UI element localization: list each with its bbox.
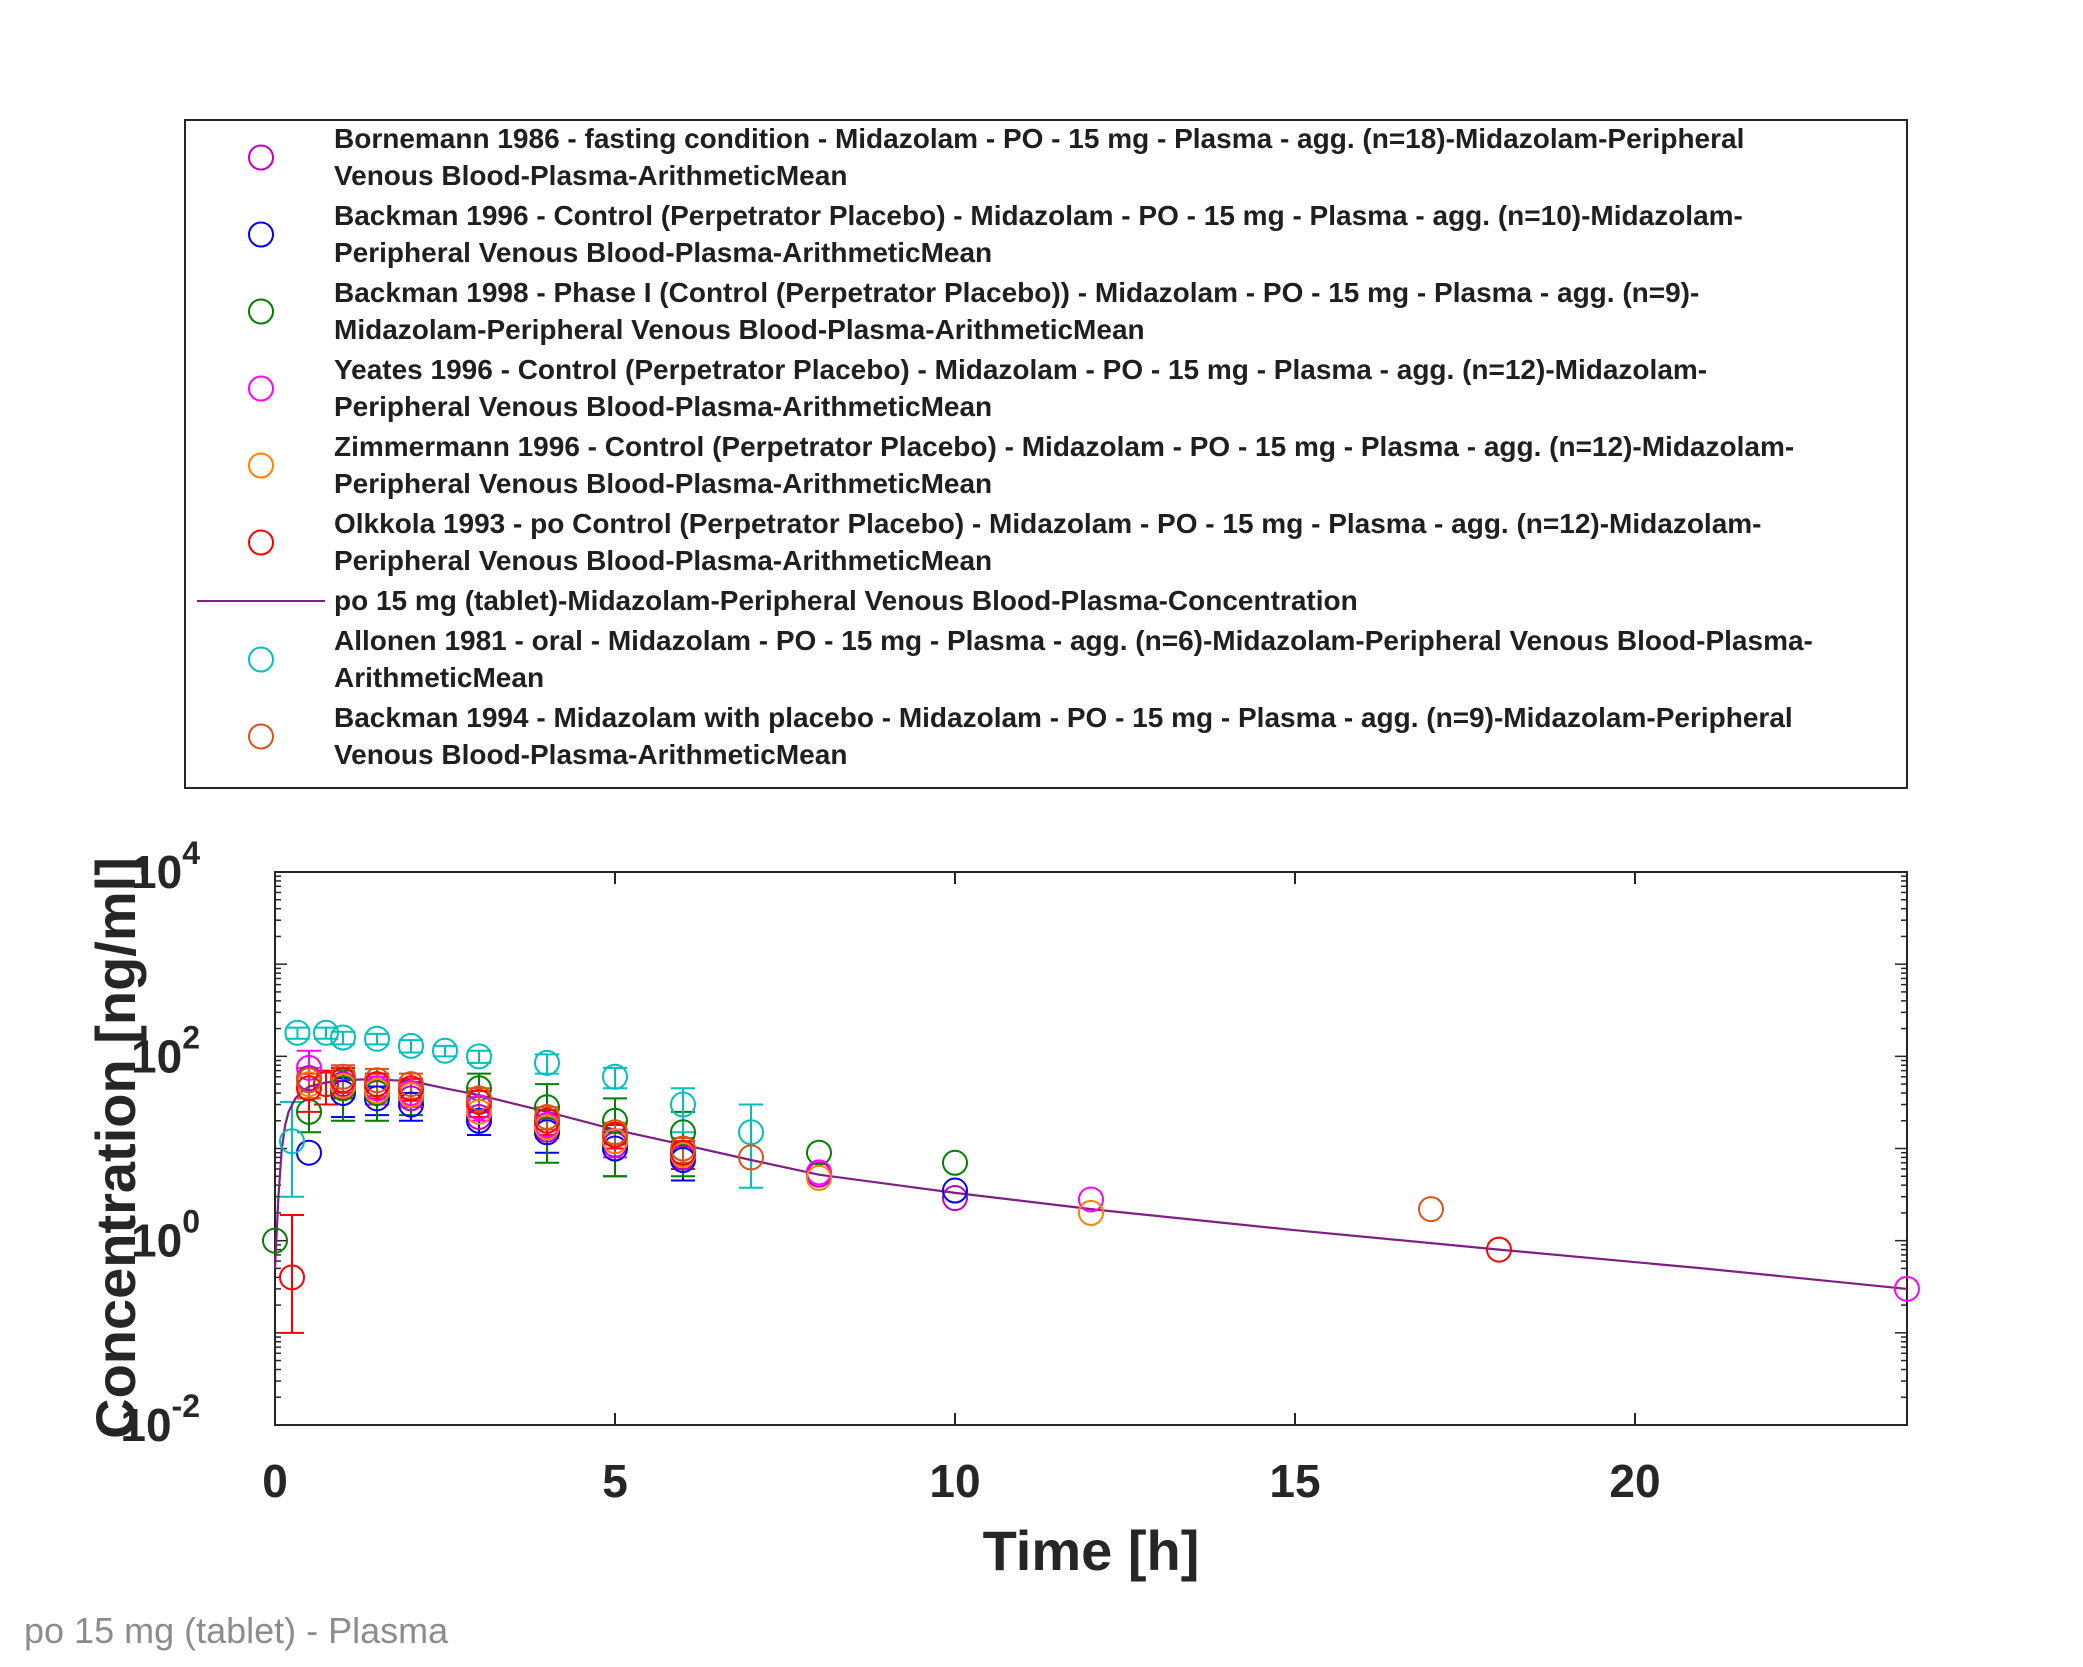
legend-label: Peripheral Venous Blood-Plasma-Arithmeti… (334, 237, 992, 268)
x-tick-label: 5 (602, 1455, 628, 1507)
y-tick-label: 104 (131, 835, 200, 898)
legend-swatch-7 (248, 646, 274, 673)
data-point (330, 1072, 356, 1099)
chart-caption: po 15 mg (tablet) - Plasma (24, 1610, 449, 1651)
data-point (313, 1071, 339, 1098)
y-axis-title: Concentration [ng/ml] (84, 857, 147, 1439)
legend-label: po 15 mg (tablet)-Midazolam-Peripheral V… (334, 585, 1358, 616)
data-point (466, 1043, 492, 1070)
data-point (398, 1032, 424, 1059)
data-point (670, 1091, 696, 1118)
axis-ticks (274, 872, 1907, 1426)
data-point (432, 1037, 458, 1064)
plot-area (262, 871, 1920, 1426)
data-point (534, 1049, 560, 1076)
legend-swatch-5 (248, 529, 274, 556)
data-point (602, 1063, 628, 1090)
legend-label: Peripheral Venous Blood-Plasma-Arithmeti… (334, 468, 992, 499)
y-tick-label: 100 (131, 1204, 200, 1267)
data-point (279, 1264, 305, 1291)
legend-label: Backman 1996 - Control (Perpetrator Plac… (334, 200, 1743, 231)
data-point (738, 1144, 764, 1171)
data-point (364, 1078, 390, 1105)
legend-label: Backman 1994 - Midazolam with placebo - … (334, 702, 1793, 733)
tick-labels: 0 5 10 15 20 10-2 100 102 104 (120, 835, 1660, 1507)
data-point (670, 1119, 696, 1146)
legend-label: Venous Blood-Plasma-ArithmeticMean (334, 160, 847, 191)
data-point (1078, 1199, 1104, 1226)
legend-label: Peripheral Venous Blood-Plasma-Arithmeti… (334, 391, 992, 422)
legend-label: Bornemann 1986 - fasting condition - Mid… (334, 123, 1744, 154)
x-tick-label: 20 (1609, 1455, 1660, 1507)
legend-swatch-0 (248, 144, 274, 171)
legend-label: Backman 1998 - Phase I (Control (Perpetr… (334, 277, 1699, 308)
data-point (602, 1107, 628, 1134)
data-point (398, 1091, 424, 1118)
data-point (330, 1063, 356, 1090)
legend-label: Peripheral Venous Blood-Plasma-Arithmeti… (334, 545, 992, 576)
data-point (806, 1164, 832, 1191)
data-point (1078, 1186, 1104, 1213)
data-point (1894, 1275, 1920, 1302)
x-tick-label: 10 (929, 1455, 980, 1507)
data-point (466, 1107, 492, 1134)
data-point (330, 1024, 356, 1051)
data-markers (262, 1019, 1920, 1302)
data-point (942, 1185, 968, 1212)
data-point (284, 1019, 311, 1046)
data-point (364, 1085, 390, 1112)
y-tick-label: 102 (131, 1019, 200, 1082)
data-point (602, 1119, 628, 1146)
legend-label: Venous Blood-Plasma-ArithmeticMean (334, 739, 847, 770)
data-point (602, 1135, 628, 1162)
data-point (670, 1147, 696, 1174)
legend-swatch-2 (248, 298, 274, 325)
data-point (296, 1054, 322, 1081)
axes-frame (274, 871, 1908, 1426)
data-point (466, 1098, 492, 1125)
data-point (534, 1103, 560, 1130)
data-point (806, 1139, 832, 1166)
legend-label: ArithmeticMean (334, 662, 544, 693)
data-point (313, 1019, 339, 1046)
x-tick-label: 15 (1269, 1455, 1320, 1507)
data-point (1418, 1196, 1444, 1223)
data-point (942, 1177, 968, 1204)
data-point (398, 1082, 424, 1109)
x-axis-title: Time [h] (983, 1519, 1200, 1582)
data-point (806, 1159, 832, 1186)
data-point (942, 1149, 968, 1176)
legend-swatch-8 (248, 723, 274, 750)
legend-swatch-1 (248, 221, 274, 248)
legend-swatch-3 (248, 375, 274, 402)
legend-swatch-4 (248, 452, 274, 479)
data-point (364, 1025, 390, 1052)
data-point (398, 1071, 424, 1098)
data-point (1486, 1236, 1512, 1263)
legend-label: Allonen 1981 - oral - Midazolam - PO - 1… (334, 625, 1813, 656)
x-tick-label: 0 (262, 1455, 288, 1507)
legend: Bornemann 1986 - fasting condition - Mid… (197, 123, 1813, 770)
data-point (262, 1227, 288, 1254)
data-point (738, 1119, 764, 1146)
data-point (534, 1114, 560, 1141)
legend-label: Midazolam-Peripheral Venous Blood-Plasma… (334, 314, 1145, 345)
data-point (466, 1085, 492, 1112)
data-point (364, 1067, 390, 1094)
legend-box (184, 119, 1908, 789)
legend-label: Olkkola 1993 - po Control (Perpetrator P… (334, 508, 1762, 539)
y-tick-label: 10-2 (120, 1388, 200, 1451)
data-point (279, 1128, 305, 1155)
legend-label: Zimmermann 1996 - Control (Perpetrator P… (334, 431, 1794, 462)
data-point (602, 1128, 628, 1155)
legend-label: Yeates 1996 - Control (Perpetrator Place… (334, 354, 1707, 385)
data-point (296, 1067, 322, 1094)
data-point (296, 1075, 322, 1102)
data-point (670, 1135, 696, 1162)
data-point (534, 1094, 560, 1121)
